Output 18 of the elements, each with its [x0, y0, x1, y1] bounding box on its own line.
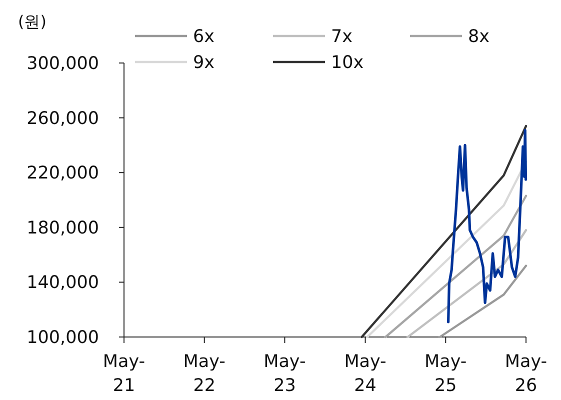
y-tick-label: 100,000 — [26, 328, 99, 348]
y-tick-label: 220,000 — [26, 164, 99, 184]
x-tick-label: May-23 — [264, 352, 306, 396]
x-tick-label: May-25 — [424, 352, 467, 396]
y-tick-label: 180,000 — [26, 218, 99, 238]
x-tick-label: May-24 — [344, 352, 386, 396]
y-tick-label: 260,000 — [26, 108, 99, 129]
legend-label: 8x — [468, 27, 490, 47]
legend-label: 9x — [193, 53, 214, 73]
y-tick-label: 300,000 — [26, 54, 99, 74]
legend-label: 7x — [331, 27, 352, 47]
y-axis-title: (원) — [18, 12, 46, 31]
x-tick-label: May-22 — [183, 352, 226, 396]
legend-label: 10x — [331, 53, 364, 73]
x-tick-label: May-26 — [504, 352, 548, 396]
y-tick-label: 140,000 — [26, 273, 99, 294]
legend-label: 6x — [193, 27, 214, 47]
x-tick-label: May-21 — [102, 352, 146, 396]
